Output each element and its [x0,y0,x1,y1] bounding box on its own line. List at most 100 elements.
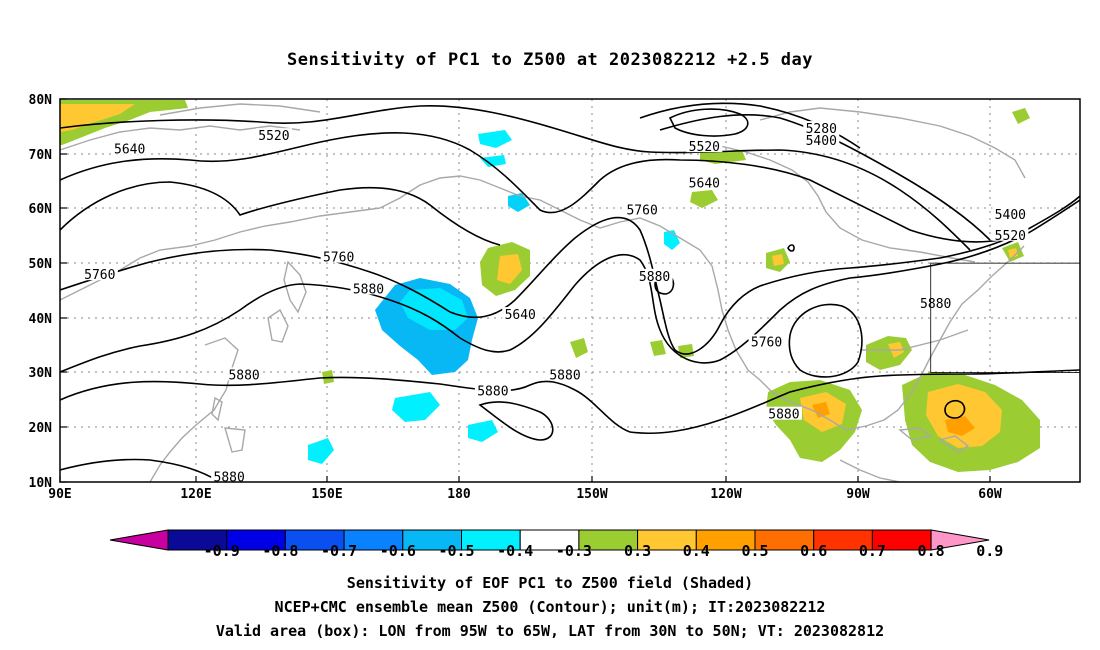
contour-label-bg [686,175,723,189]
lat-label: 80N [29,93,53,108]
contour-label: 5760 [84,268,115,283]
contour-label-bg [474,383,511,397]
contour-label: 5880 [477,385,508,400]
contour-label-bg [765,406,802,420]
contour-label-bg [350,281,387,295]
contour-label-bg [992,206,1029,220]
contour-label-bg [226,367,263,381]
colorbar [109,529,990,551]
contour-label: 5520 [258,129,289,144]
contour-label: 5880 [228,368,259,383]
positive-shading-region [812,402,830,418]
negative-shading-region [392,392,440,422]
positive-shading-region [1008,248,1018,258]
positive-shading-region [570,338,588,358]
contour-label: 5880 [549,368,580,383]
positive-shading-region [926,384,1002,448]
contour-label: 5760 [751,335,782,350]
lon-label: 120W [710,487,741,502]
caption-line-1: Sensitivity of EOF PC1 to Z500 field (Sh… [346,574,754,592]
caption-line-2: NCEP+CMC ensemble mean Z500 (Contour); u… [274,598,826,616]
contour-label: 5520 [995,229,1026,244]
colorbar-tick-label: -0.3 [556,542,592,560]
contour-label-bg [211,469,248,482]
colorbar-labels: -0.9 -0.8 -0.7 -0.6 -0.5 -0.4 -0.3 0.3 0.4 0.5 0.6… [204,542,1004,560]
colorbar-tick-label: 0.9 [976,542,1003,560]
lon-label: 120E [180,487,211,502]
lat-label: 10N [29,476,53,491]
contour-label-bg [992,227,1029,241]
sensitivity-shading [60,100,1040,472]
axis-ticks [59,98,991,483]
lat-label: 30N [29,366,53,381]
colorbar-tick-label: -0.5 [438,542,474,560]
contour-label: 5760 [323,251,354,266]
contour-label-bg [624,202,661,216]
contour-label: 5640 [114,142,145,157]
contour-label-bg [917,296,954,310]
positive-shading-region [1012,108,1030,124]
contour-label: 5760 [626,204,657,219]
negative-shading-region [308,438,334,464]
colorbar-tick-label: 0.6 [800,542,827,560]
contour-label: 5880 [639,270,670,285]
colorbar-tick-label: -0.4 [497,542,533,560]
contour-label: 5880 [353,282,384,297]
colorbar-low-extension [109,529,169,551]
colorbar-tick-label: -0.7 [321,542,357,560]
positive-shading-region [945,416,975,436]
lon-label: 180 [447,487,471,502]
contour-label-bg [502,307,539,321]
lon-label: 60W [978,487,1002,502]
colorbar-tick-label: -0.9 [204,542,240,560]
lat-label: 70N [29,148,53,163]
contour-label: 5880 [214,471,245,486]
colorbar-tick-label: 0.8 [918,542,945,560]
lon-label: 150W [576,487,607,502]
contour-label: 5520 [689,140,720,155]
contour-label-bg [803,121,840,135]
contour-label-bg [81,267,118,281]
contour-label-bg [803,133,840,147]
contour-label-bg [748,334,785,348]
contour-label: 5400 [995,208,1026,223]
contour-label-bg [636,268,673,282]
contour-label: 5640 [505,308,536,323]
lon-label: 90E [48,487,71,502]
positive-shading-region [772,254,784,266]
negative-shading-region [480,155,506,167]
contour-label-bg [320,249,357,263]
contour-label-group: 5520564055205280540056405760540055205640… [81,121,1100,486]
colorbar-tick-label: 0.4 [683,542,710,560]
z500-contours [60,102,1080,482]
colorbar-tick-label: -0.8 [262,542,298,560]
colorbar-high-extension [930,529,990,551]
contour-label-bg [111,141,148,155]
positive-shading-region [497,254,522,284]
positive-shading-region [650,340,666,356]
contour-label-bg [686,139,723,153]
contour-label-bg [255,128,292,142]
contour-label: 5760 [1079,305,1100,320]
contour-label-bg [547,367,584,381]
latitude-labels: 80N 70N 60N 50N 40N 30N 20N 10N [29,93,53,491]
longitude-labels: 90E 120E 150E 180 150W 120W 90W 60W [48,487,1002,502]
map-title: Sensitivity of PC1 to Z500 at 2023082212… [286,50,813,70]
lat-label: 40N [29,312,53,327]
positive-shading-region [678,344,694,358]
contour-label: 5400 [806,134,837,149]
contour-label-bg [1076,304,1080,318]
lat-label: 50N [29,257,53,272]
lat-label: 60N [29,202,53,217]
negative-shading-region [478,130,512,148]
caption-line-3: Valid area (box): LON from 95W to 65W, L… [215,622,885,640]
contour-label: 5880 [768,408,799,423]
contour-label: 5640 [689,176,720,191]
positive-shading-region [690,190,718,208]
lon-label: 90W [846,487,870,502]
contour-label: 5880 [920,297,951,312]
colorbar-tick-label: -0.6 [380,542,416,560]
colorbar-tick-label: 0.5 [741,542,768,560]
negative-shading-region [508,193,530,212]
